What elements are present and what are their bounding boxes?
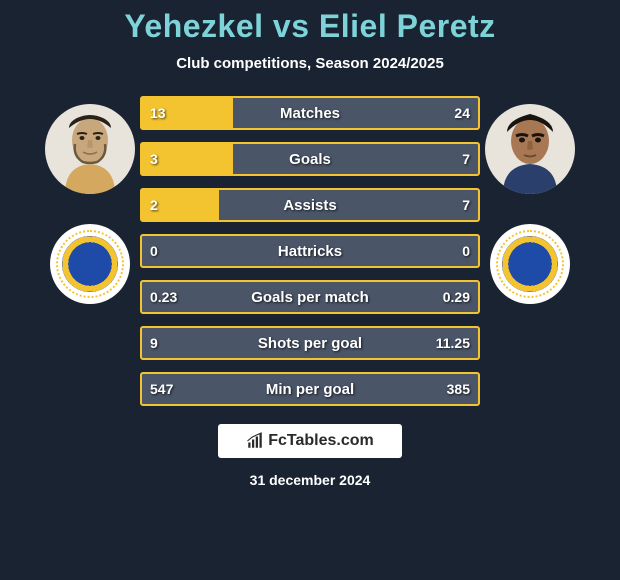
stat-label: Min per goal	[266, 381, 354, 398]
stat-value-right: 385	[447, 381, 470, 397]
person-icon	[495, 114, 565, 194]
stat-label: Matches	[280, 105, 340, 122]
stat-label: Hattricks	[278, 243, 342, 260]
chart-icon	[246, 432, 264, 450]
stat-row: 0 Hattricks 0	[140, 234, 480, 268]
page-title: Yehezkel vs Eliel Peretz	[124, 8, 495, 45]
stat-label: Goals	[289, 151, 331, 168]
stat-label: Goals per match	[251, 289, 369, 306]
stat-row: 9 Shots per goal 11.25	[140, 326, 480, 360]
stat-label: Shots per goal	[258, 335, 362, 352]
brand-text: FcTables.com	[268, 432, 374, 450]
stat-value-right: 11.25	[436, 335, 470, 351]
stat-bars: 13 Matches 24 3 Goals 7 2 Assists 7 0 Hattricks 0 0.…	[140, 96, 480, 406]
stat-value-right: 7	[462, 151, 470, 167]
club-left-badge	[50, 224, 130, 304]
player-right-avatar	[485, 104, 575, 194]
stat-row: 13 Matches 24	[140, 96, 480, 130]
stat-value-left: 13	[150, 105, 166, 121]
left-column	[40, 96, 140, 304]
player-left-avatar	[45, 104, 135, 194]
stat-value-left: 2	[150, 197, 158, 213]
stat-value-right: 0.29	[443, 289, 470, 305]
date-text: 31 december 2024	[250, 472, 371, 488]
stat-value-right: 0	[462, 243, 470, 259]
stat-value-right: 24	[454, 105, 470, 121]
stat-value-left: 0.23	[150, 289, 177, 305]
stat-row: 547 Min per goal 385	[140, 372, 480, 406]
subtitle: Club competitions, Season 2024/2025	[176, 55, 444, 72]
stat-row: 3 Goals 7	[140, 142, 480, 176]
club-right-badge	[490, 224, 570, 304]
stat-row: 2 Assists 7	[140, 188, 480, 222]
club-crest-icon	[62, 236, 118, 292]
right-column	[480, 96, 580, 304]
stat-value-left: 547	[150, 381, 173, 397]
brand-logo: FcTables.com	[218, 424, 402, 458]
stat-value-left: 9	[150, 335, 158, 351]
stat-label: Assists	[283, 197, 336, 214]
club-crest-icon	[502, 236, 558, 292]
stats-area: 13 Matches 24 3 Goals 7 2 Assists 7 0 Hattricks 0 0.…	[0, 96, 620, 406]
stat-value-left: 0	[150, 243, 158, 259]
stat-value-left: 3	[150, 151, 158, 167]
stat-value-right: 7	[462, 197, 470, 213]
stat-row: 0.23 Goals per match 0.29	[140, 280, 480, 314]
person-icon	[55, 114, 125, 194]
